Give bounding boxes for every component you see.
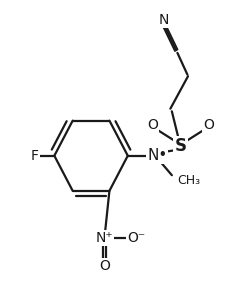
Text: O: O — [203, 118, 214, 132]
Text: N: N — [158, 13, 168, 27]
Text: O: O — [148, 118, 158, 132]
Text: CH₃: CH₃ — [178, 173, 201, 187]
Text: N⁺: N⁺ — [95, 232, 113, 246]
Text: O: O — [99, 259, 110, 273]
Text: O⁻: O⁻ — [127, 232, 146, 246]
Text: S: S — [175, 137, 187, 155]
Text: N•: N• — [147, 148, 167, 163]
Text: F: F — [31, 149, 39, 163]
